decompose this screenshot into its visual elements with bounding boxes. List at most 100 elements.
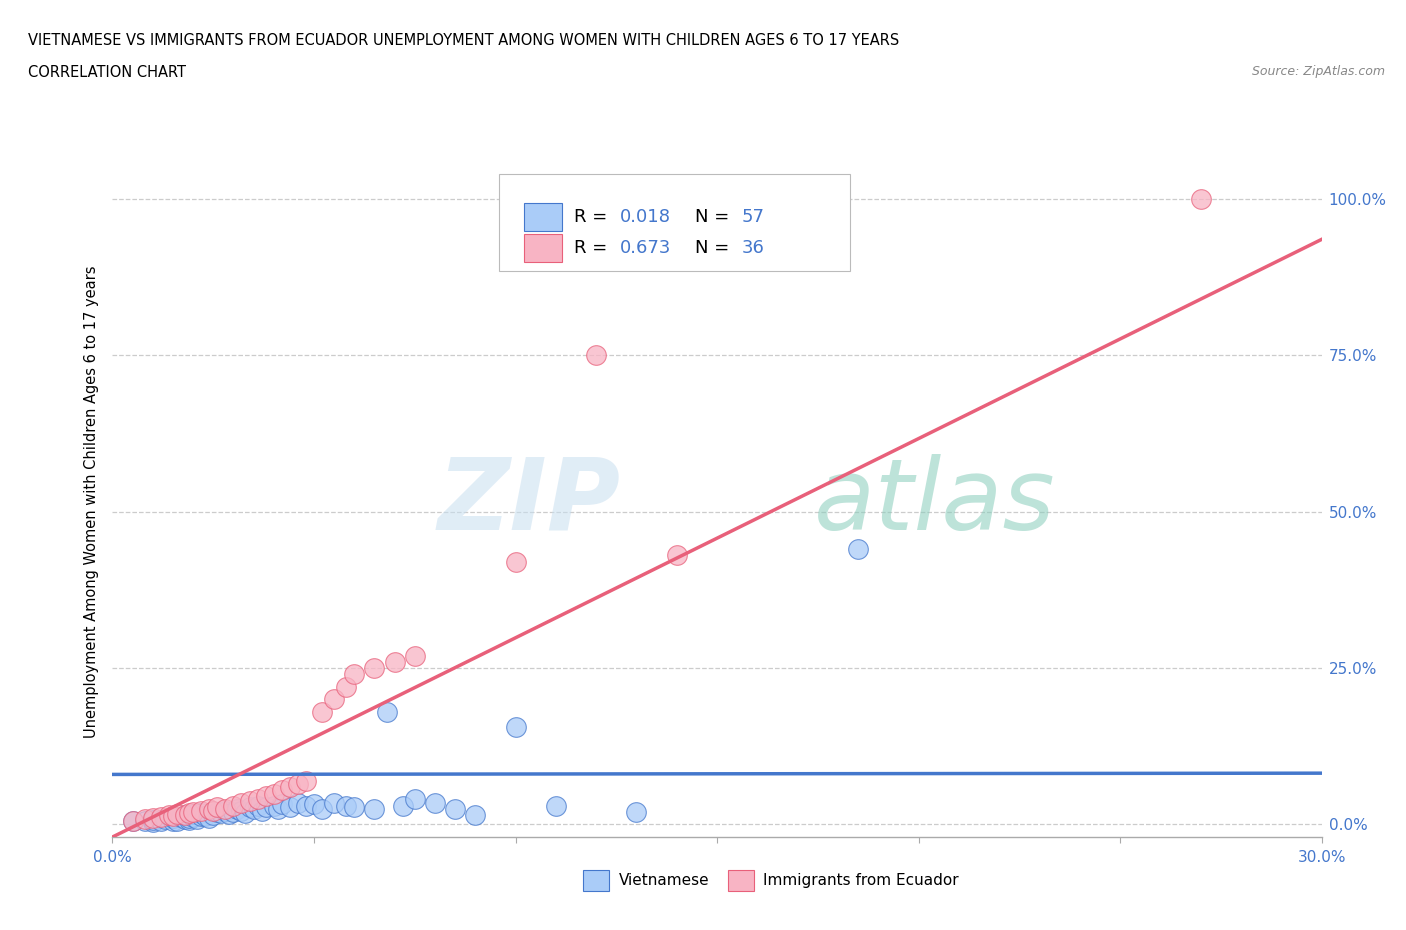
Point <box>235 805 257 820</box>
Text: atlas: atlas <box>814 454 1056 551</box>
Point <box>287 777 309 791</box>
Point <box>295 773 318 788</box>
Point <box>186 811 208 826</box>
Point <box>665 548 688 563</box>
Text: 57: 57 <box>741 207 765 226</box>
Text: N =: N = <box>696 239 735 257</box>
Point <box>162 808 184 823</box>
Point <box>626 804 648 819</box>
Point <box>270 797 292 812</box>
FancyBboxPatch shape <box>499 174 851 272</box>
Point <box>404 648 426 663</box>
Point <box>174 807 197 822</box>
Point <box>222 804 245 819</box>
Point <box>190 805 212 820</box>
Point <box>218 807 240 822</box>
Point <box>214 804 236 818</box>
Point <box>121 814 143 829</box>
Point <box>153 812 176 827</box>
Text: VIETNAMESE VS IMMIGRANTS FROM ECUADOR UNEMPLOYMENT AMONG WOMEN WITH CHILDREN AGE: VIETNAMESE VS IMMIGRANTS FROM ECUADOR UN… <box>28 33 900 47</box>
Point <box>404 792 426 807</box>
Point <box>181 807 204 822</box>
Point <box>134 812 156 827</box>
Point <box>149 814 172 829</box>
Point <box>202 804 225 818</box>
Point <box>391 798 413 813</box>
Point <box>142 811 165 826</box>
Point <box>267 802 290 817</box>
Point <box>343 667 366 682</box>
Point <box>177 813 200 828</box>
Point <box>246 798 269 813</box>
Point <box>202 807 225 822</box>
Point <box>263 787 285 802</box>
Point <box>278 779 301 794</box>
Point <box>162 814 184 829</box>
Point <box>190 808 212 823</box>
Text: 36: 36 <box>741 239 763 257</box>
Point <box>505 720 527 735</box>
Point <box>238 800 260 815</box>
Point <box>335 680 357 695</box>
Point <box>246 792 269 807</box>
Point <box>207 800 229 815</box>
Point <box>181 809 204 824</box>
Text: CORRELATION CHART: CORRELATION CHART <box>28 65 186 80</box>
Text: 0.673: 0.673 <box>620 239 672 257</box>
Text: Immigrants from Ecuador: Immigrants from Ecuador <box>763 873 959 888</box>
Point <box>166 814 188 829</box>
Point <box>194 809 217 824</box>
Point <box>505 554 527 569</box>
Point <box>311 704 333 719</box>
Point <box>134 814 156 829</box>
Point <box>181 804 204 819</box>
Point <box>270 783 292 798</box>
Point <box>375 704 398 719</box>
Point <box>544 798 567 813</box>
Point <box>142 813 165 828</box>
Text: R =: R = <box>575 239 613 257</box>
Point <box>311 802 333 817</box>
Point <box>142 815 165 830</box>
Point <box>121 814 143 829</box>
Point <box>278 800 301 815</box>
Point <box>174 807 197 822</box>
Y-axis label: Unemployment Among Women with Children Ages 6 to 17 years: Unemployment Among Women with Children A… <box>84 266 100 738</box>
Point <box>149 809 172 824</box>
FancyBboxPatch shape <box>523 203 562 231</box>
Point <box>242 802 264 817</box>
Point <box>464 807 486 822</box>
FancyBboxPatch shape <box>523 233 562 262</box>
Text: N =: N = <box>696 207 735 226</box>
Point <box>323 795 346 810</box>
Point <box>231 804 253 818</box>
Text: R =: R = <box>575 207 613 226</box>
Text: Source: ZipAtlas.com: Source: ZipAtlas.com <box>1251 65 1385 78</box>
Point <box>166 807 188 822</box>
Point <box>363 660 385 675</box>
Point <box>423 795 446 810</box>
Point <box>363 802 385 817</box>
Text: Vietnamese: Vietnamese <box>619 873 709 888</box>
Point <box>302 797 325 812</box>
Point <box>254 800 277 815</box>
Point <box>174 812 197 827</box>
Point <box>444 802 467 817</box>
Point <box>343 800 366 815</box>
Point <box>214 802 236 817</box>
Point <box>226 802 249 817</box>
Point <box>846 541 869 556</box>
Point <box>207 804 229 819</box>
Point <box>585 348 607 363</box>
Point <box>287 795 309 810</box>
Point <box>198 802 221 817</box>
Point <box>177 811 200 826</box>
Point <box>177 805 200 820</box>
Point <box>323 692 346 707</box>
Point <box>250 804 273 818</box>
Point <box>222 798 245 813</box>
Point <box>170 809 193 824</box>
Point <box>295 798 318 813</box>
Point <box>209 805 232 820</box>
Point <box>254 789 277 804</box>
